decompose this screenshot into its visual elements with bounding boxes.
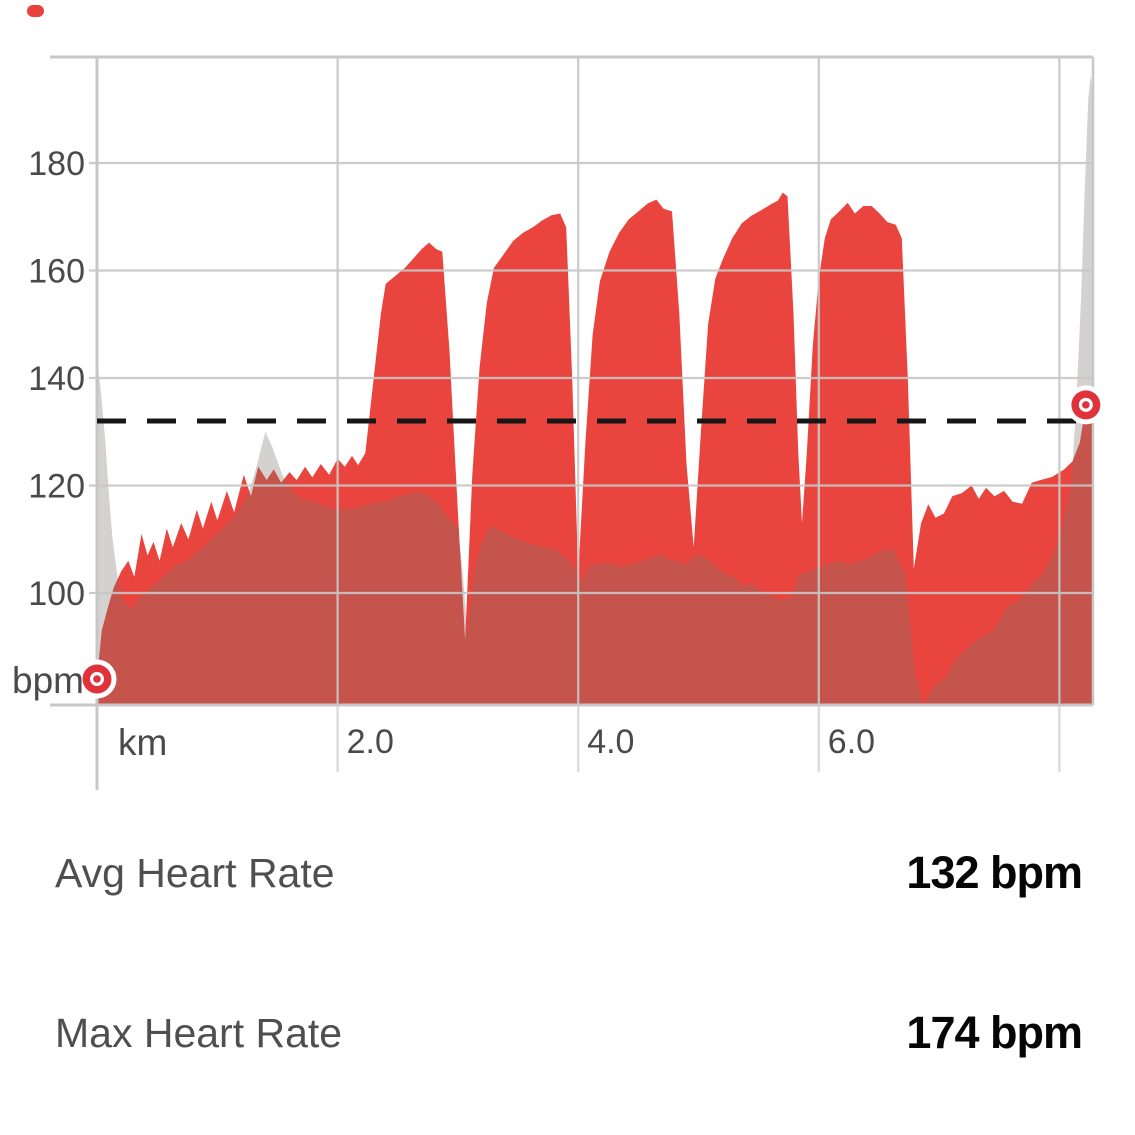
max-heart-rate-label: Max Heart Rate xyxy=(55,1009,343,1056)
avg-heart-rate-value: 132 bpm xyxy=(906,847,1083,898)
overlap-area xyxy=(97,399,1093,705)
x-tick-label: 2.0 xyxy=(347,723,394,761)
y-tick-label: 140 xyxy=(28,360,85,398)
recording-indicator-dash xyxy=(27,5,44,17)
y-axis-unit-label: bpm xyxy=(12,660,84,701)
stat-row-avg-heart-rate: Avg Heart Rate 132 bpm xyxy=(55,845,1083,901)
x-tick-label: 4.0 xyxy=(587,723,634,761)
max-heart-rate-value: 174 bpm xyxy=(906,1007,1083,1058)
heart-rate-chart: 180 160 140 120 100 bpm 2.0 4.0 6.0 km xyxy=(12,55,1106,790)
end-marker xyxy=(1066,385,1106,425)
avg-heart-rate-label: Avg Heart Rate xyxy=(55,849,335,896)
plot-area xyxy=(97,74,1093,705)
start-marker xyxy=(77,659,117,699)
y-tick-label: 100 xyxy=(28,575,85,613)
y-tick-label: 180 xyxy=(28,145,85,183)
y-tick-label: 160 xyxy=(28,253,85,291)
x-axis-unit-label: km xyxy=(118,722,167,763)
y-tick-label: 120 xyxy=(28,468,85,506)
x-tick-label: 6.0 xyxy=(828,723,875,761)
stat-row-max-heart-rate: Max Heart Rate 174 bpm xyxy=(55,1005,1083,1061)
